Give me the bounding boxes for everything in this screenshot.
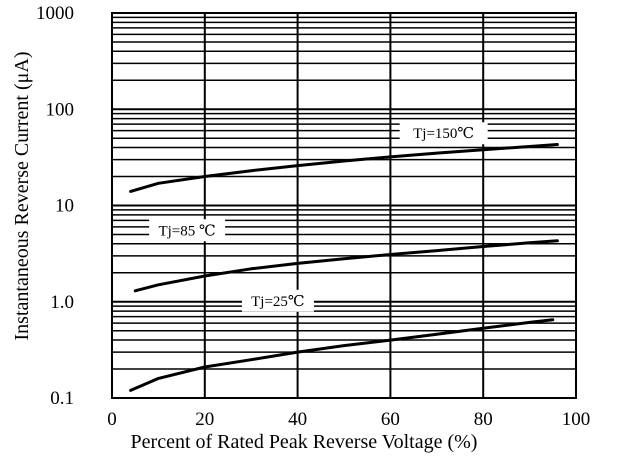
y-tick-labels: 0.1 1.0 10 100 1000 — [36, 3, 74, 409]
y-tick-label: 0.1 — [50, 388, 74, 409]
series-label-box — [399, 122, 488, 145]
y-tick-label: 1000 — [36, 3, 74, 24]
grid-lines — [112, 13, 576, 398]
x-tick-label: 40 — [288, 409, 307, 430]
x-tick-label: 100 — [562, 409, 591, 430]
y-tick-label: 1.0 — [50, 292, 74, 313]
series-line — [133, 239, 559, 293]
x-axis-title: Percent of Rated Peak Reverse Voltage (%… — [131, 431, 478, 453]
y-tick-label: 10 — [55, 196, 74, 217]
x-tick-labels: 0 20 40 60 80 100 — [107, 409, 590, 430]
series-label: Tj=150℃ — [413, 126, 474, 142]
plot-frame — [111, 12, 577, 399]
x-tick-label: 60 — [381, 409, 400, 430]
series-label-box — [149, 219, 226, 242]
y-axis-title: Instantaneous Reverse Current (μA) — [11, 52, 33, 341]
x-tick-label: 80 — [474, 409, 493, 430]
series-line — [129, 318, 555, 392]
series-line — [129, 143, 559, 193]
series-label-box — [241, 289, 314, 312]
series-label: Tj=25℃ — [251, 294, 305, 310]
x-tick-label: 20 — [195, 409, 214, 430]
y-tick-label: 100 — [46, 99, 75, 120]
series-label: Tj=85 ℃ — [158, 223, 215, 239]
x-tick-label: 0 — [107, 409, 117, 430]
series-labels: Tj=150℃ Tj=85 ℃ Tj=25℃ — [149, 122, 488, 312]
series-lines — [129, 143, 559, 392]
